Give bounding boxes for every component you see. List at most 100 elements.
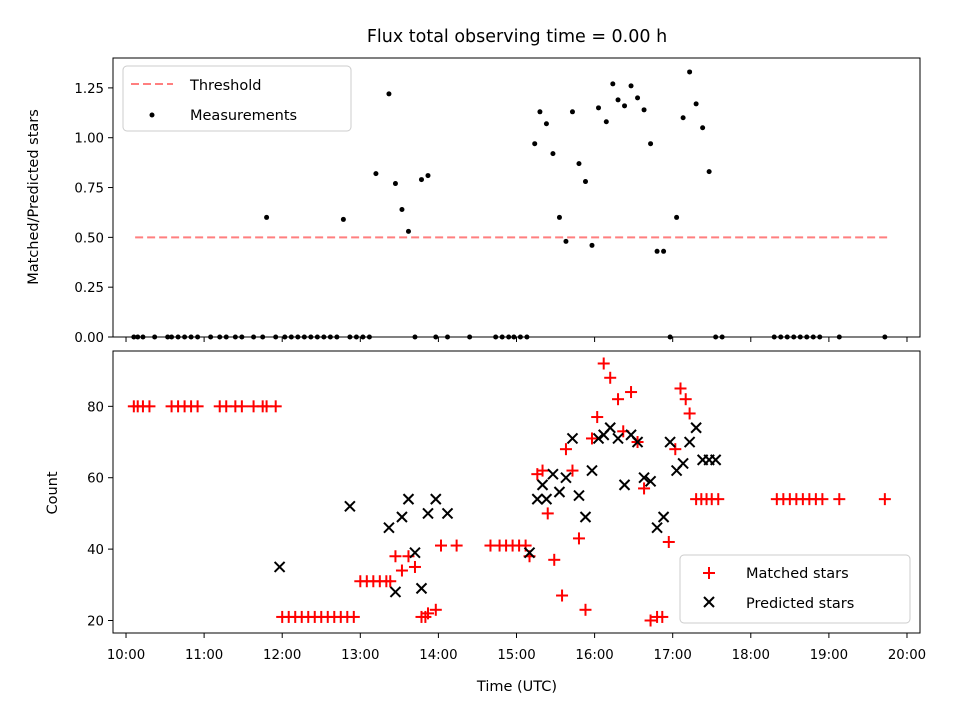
predicted-star-point [592,432,605,445]
flux-ratio-panel: 0.00 0.25 0.50 0.75 1.00 1.25 Matched/Predict… [26,57,921,346]
matched-star-point [389,550,402,563]
matched-star-point [536,464,549,477]
predicted-star-point [683,436,696,448]
predicted-star-point [657,511,670,523]
matched-star-point [878,493,891,506]
matched-star-point [612,393,625,406]
count-x-tick-label: 11:00 [185,648,223,663]
matched-star-point [548,553,561,566]
predicted-star-point [579,511,592,523]
matched-star-point [269,400,282,413]
matched-star-point [421,607,434,620]
measurement-point [392,181,398,187]
matched-star-point [679,393,692,406]
predicted-star-point [644,475,657,487]
predicted-star-point [383,521,395,534]
count-y-tick-label: 40 [87,543,104,558]
measurement-point [622,103,628,109]
measurement-point [582,179,588,185]
predicted-star-point [709,454,722,466]
measurement-point [674,214,680,220]
predicted-star-point [566,432,579,445]
measurement-point [687,69,693,75]
flux-x-ticks [125,337,908,342]
matched-star-point [384,575,397,588]
matched-star-point [559,443,572,456]
count-legend-box [679,554,911,624]
predicted-star-point [415,582,428,595]
predicted-legend-swatch [703,596,715,608]
predicted-star-point [631,436,644,448]
predicted-star-point [273,561,286,573]
matched-legend-label: Matched stars [746,566,849,582]
measurement-point [373,171,379,177]
measurement-point [635,95,641,101]
measurements-legend-label: Measurements [190,108,297,124]
matched-star-point [638,482,651,495]
matched-star-point [585,432,598,445]
predicted-star-point [677,457,689,470]
predicted-star-point [553,486,566,498]
matched-star-point [435,539,448,552]
count-y-tick-label: 80 [87,400,104,415]
x-axis-label: Time (UTC) [476,679,557,695]
matched-star-point [669,443,682,456]
count-x-tick-label: 15:00 [497,648,535,663]
matched-star-point [604,371,617,384]
matched-star-point [556,589,569,602]
flux-legend-box [122,65,352,132]
matched-star-point [572,532,585,545]
matched-star-point [579,603,592,616]
measurement-point [648,141,654,147]
measurement-point [543,121,549,127]
count-x-tick-label: 18:00 [732,648,770,663]
matched-star-point [674,382,687,395]
matched-star-point [347,610,360,623]
measurement-point [550,151,556,157]
matched-star-point [662,535,675,548]
matched-star-point [143,400,156,413]
count-x-tick-label: 19:00 [810,648,848,663]
predicted-star-point [638,472,650,484]
measurement-point [563,238,569,244]
count-legend: Matched stars Predicted stars [679,554,911,624]
flux-y-axis-label: Matched/Predicted stars [26,109,42,285]
predicted-star-point [618,479,631,491]
matched-legend-swatch [703,567,715,579]
flux-y-tick-label: 0.50 [74,231,104,246]
predicted-star-point [586,464,598,477]
flux-y-tick-label: 0.75 [74,182,104,197]
matched-star-point [395,564,408,577]
predicted-star-point [690,422,702,434]
matched-star-point [683,407,696,420]
predicted-star-point [651,521,663,534]
predicted-star-point [573,489,585,502]
predicted-star-point [441,507,454,520]
predicted-star-point [422,507,434,520]
predicted-star-point [402,493,415,505]
measurement-point [603,119,609,125]
predicted-star-point [430,493,442,505]
flux-y-tick-label: 1.00 [74,132,104,147]
matched-star-point [429,603,442,616]
count-x-tick-label: 17:00 [654,648,692,663]
measurement-point [615,97,621,103]
matched-star-point [450,539,463,552]
measurement-point [405,228,411,234]
measurement-point [641,107,647,113]
predicted-star-point [612,432,624,445]
measurements-legend-swatch [149,112,155,118]
predicted-star-point [523,546,536,559]
matched-star-point [235,400,248,413]
predicted-star-point [531,493,544,505]
measurement-point [589,242,595,248]
predicted-star-point [344,500,356,512]
measurement-point [610,81,616,87]
matched-star-point [541,507,554,520]
predicted-legend-label: Predicted stars [746,596,854,612]
predicted-star-point [389,586,402,598]
matched-star-point [712,493,725,506]
matched-star-point [408,560,421,573]
predicted-star-point [560,472,572,484]
